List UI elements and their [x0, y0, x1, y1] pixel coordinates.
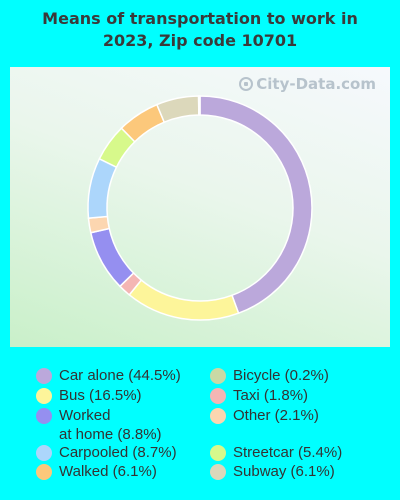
- legend-item: Walked (6.1%): [36, 462, 157, 481]
- legend-label: Streetcar (5.4%): [233, 444, 343, 461]
- legend-item: Car alone (44.5%): [36, 366, 181, 385]
- legend-item: Other (2.1%): [210, 406, 319, 425]
- legend-item: Carpooled (8.7%): [36, 443, 177, 462]
- legend-swatch: [36, 445, 52, 461]
- legend-swatch: [36, 464, 52, 480]
- legend-label: Taxi (1.8%): [233, 387, 309, 404]
- legend-label: Carpooled (8.7%): [59, 444, 177, 461]
- donut-slice-3: [89, 227, 135, 288]
- legend-swatch: [210, 368, 226, 384]
- chart-title-line1: Means of transportation to work in: [42, 9, 358, 28]
- legend-swatch: [210, 464, 226, 480]
- donut-slice-8: [155, 95, 200, 124]
- legend-item: Bus (16.5%): [36, 386, 142, 405]
- donut-slice-9: [197, 95, 201, 116]
- legend-item: Worked at home (8.8%): [36, 406, 162, 444]
- donut-chart: [87, 95, 313, 321]
- legend-label: Subway (6.1%): [233, 463, 335, 480]
- legend-swatch: [210, 388, 226, 404]
- legend-item: Streetcar (5.4%): [210, 443, 342, 462]
- legend-swatch: [36, 408, 52, 424]
- chart-title: Means of transportation to work in 2023,…: [0, 8, 400, 52]
- donut-slice-1: [128, 279, 240, 321]
- legend-swatch: [210, 445, 226, 461]
- donut-slice-0: [199, 95, 313, 315]
- legend-label: Car alone (44.5%): [59, 367, 181, 384]
- donut-slice-5: [87, 157, 118, 219]
- legend-label: Bicycle (0.2%): [233, 367, 329, 384]
- watermark: City-Data.com: [239, 75, 376, 93]
- plot-area: City-Data.com: [10, 67, 390, 347]
- legend-swatch: [210, 408, 226, 424]
- chart-title-line2: 2023, Zip code 10701: [102, 31, 298, 50]
- legend-label: Walked (6.1%): [59, 463, 157, 480]
- legend-label: Worked at home (8.8%): [59, 407, 162, 443]
- legend-swatch: [36, 368, 52, 384]
- legend-item: Bicycle (0.2%): [210, 366, 329, 385]
- legend-label: Bus (16.5%): [59, 387, 142, 404]
- watermark-text: City-Data.com: [256, 75, 376, 93]
- magnifier-icon: [239, 77, 254, 91]
- legend-swatch: [36, 388, 52, 404]
- legend-item: Subway (6.1%): [210, 462, 335, 481]
- legend-item: Taxi (1.8%): [210, 386, 308, 405]
- legend-label: Other (2.1%): [233, 407, 319, 424]
